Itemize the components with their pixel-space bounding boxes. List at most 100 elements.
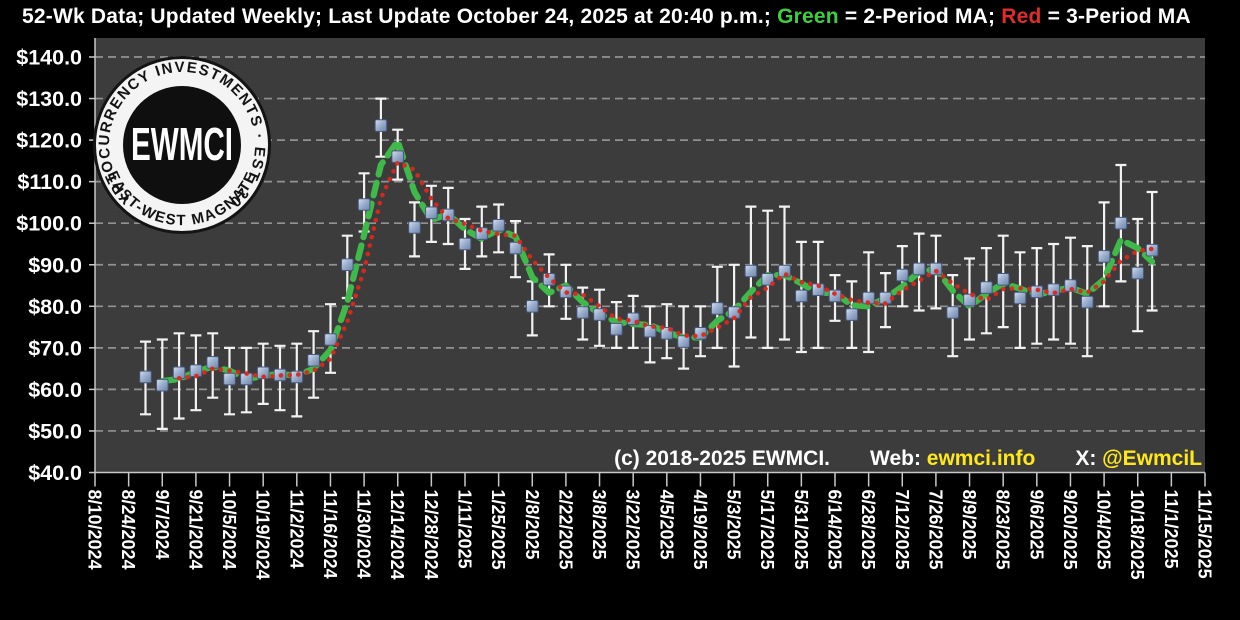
logo-inner-disc [123,86,241,204]
y-tick-label: $140.0 [16,46,82,70]
data-point-marker [610,322,623,336]
data-point-marker [509,241,522,255]
x-tick-label: 5/17/2025 [757,490,777,570]
data-point-marker [744,264,758,278]
data-point-marker [156,378,169,392]
x-tick-label: 5/31/2025 [791,490,811,570]
copyright-text: (c) 2018-2025 EWMCI. [614,447,830,470]
data-point-marker [441,208,455,222]
x-tick-label: 2/22/2025 [555,490,575,570]
data-point-marker [576,306,590,319]
x-tick-label: 10/19/2024 [253,490,273,580]
y-tick-label: $100.0 [16,212,82,236]
data-point-marker [980,281,993,294]
x-tick-label: 11/1/2025 [1161,490,1181,569]
x-tick-label: 9/7/2024 [152,490,172,560]
data-point-marker [526,300,539,313]
x-tick-label: 12/14/2024 [387,490,407,580]
x-tick-label: 5/3/2025 [724,490,744,560]
x-tick-label: 3/22/2025 [623,490,643,570]
data-point-marker [1081,295,1094,309]
ewmci-logo: CRYPTOCURRENCY INVESTMENTS · EST. 2018 ·… [93,56,271,234]
x-tick-label: 7/26/2025 [925,490,945,570]
x-tick-label: 6/14/2025 [825,490,845,570]
y-axis-labels: $40.0 $50.0 $60.0 $70.0 $80.0 $90.0 $100.0 $110… [16,46,82,486]
logo-center-text: EWMCI [131,118,233,170]
x-tick-label: 11/2/2024 [286,490,306,569]
x-tick-label: 12/28/2024 [421,490,441,580]
y-tick-label: $80.0 [28,295,82,319]
data-point-marker [912,262,926,276]
x-tick-label: 11/16/2024 [320,490,340,579]
data-point-marker [1114,216,1128,230]
chart-footer: (c) 2018-2025 EWMCI. Web: ewmci.info X: @E… [614,447,1202,471]
data-point-marker [1131,266,1145,280]
ma-2-period-green-line [159,138,1156,385]
data-point-marker [677,335,690,348]
data-point-markers [139,119,1159,392]
title-green-legend: Green [777,5,839,28]
data-point-marker [139,370,152,384]
y-tick-label: $120.0 [16,129,82,153]
data-point-marker [1097,250,1111,263]
x-handle-text: @EwmciL [1102,447,1202,470]
data-point-marker [593,308,606,321]
x-label: X: [1075,447,1103,470]
x-tick-label: 10/5/2024 [219,490,239,570]
x-tick-label: 11/15/2025 [1195,490,1215,579]
data-point-marker [711,302,724,315]
x-tick-label: 10/4/2025 [1094,490,1114,570]
y-tick-label: $90.0 [28,253,82,277]
x-tick-label: 8/9/2025 [959,490,979,560]
website-text: ewmci.info [926,447,1036,470]
data-point-marker [324,333,337,346]
x-tick-label: 8/23/2025 [993,490,1013,570]
x-tick-label: 9/21/2024 [185,490,205,570]
title-text-2: = 2-Period MA; [838,5,1002,28]
data-point-marker [458,237,472,251]
data-point-marker [391,150,404,163]
web-label: Web: [870,447,927,470]
data-point-marker [307,354,320,367]
x-tick-label: 4/19/2025 [690,490,710,570]
y-tick-label: $110.0 [17,170,82,194]
x-tick-label: 3/8/2025 [589,490,609,560]
data-point-marker [795,289,808,303]
y-tick-label: $130.0 [16,87,82,111]
title-text-1: 52-Wk Data; Updated Weekly; Last Update … [22,5,778,28]
data-point-marker [929,262,943,276]
title-red-legend: Red [1001,5,1042,28]
x-tick-label: 7/12/2025 [892,490,912,570]
chart-title: 52-Wk Data; Updated Weekly; Last Update … [22,5,1191,29]
y-tick-label: $60.0 [28,378,82,402]
data-point-marker [374,119,388,132]
data-point-marker [1013,291,1027,305]
x-tick-label: 1/11/2025 [455,490,475,569]
x-tick-label: 6/28/2025 [858,490,878,570]
data-point-marker [845,308,859,321]
x-tick-label: 11/30/2024 [354,490,374,579]
data-point-marker [996,273,1010,286]
y-tick-label: $50.0 [28,419,82,443]
data-point-marker [896,268,909,282]
x-tick-label: 9/20/2025 [1060,490,1080,570]
data-point-marker [761,273,775,286]
data-point-marker [357,198,371,211]
x-axis-labels: 8/10/2024 8/24/2024 9/7/2024 9/21/2024 10/5/… [85,472,1215,580]
data-point-marker [946,306,960,319]
y-tick-label: $70.0 [28,336,82,360]
x-tick-label: 1/25/2025 [488,490,508,570]
data-point-marker [425,206,438,220]
x-tick-label: 2/8/2025 [522,490,542,560]
x-tick-label: 8/24/2024 [118,490,138,570]
y-tick-label: $40.0 [28,461,82,485]
data-point-marker [492,219,505,232]
data-point-marker [341,258,354,271]
x-tick-label: 10/18/2025 [1127,490,1147,580]
title-text-3: = 3-Period MA [1041,5,1191,28]
data-point-marker [408,221,421,234]
x-tick-label: 4/5/2025 [656,490,676,560]
data-point-marker [223,372,236,386]
